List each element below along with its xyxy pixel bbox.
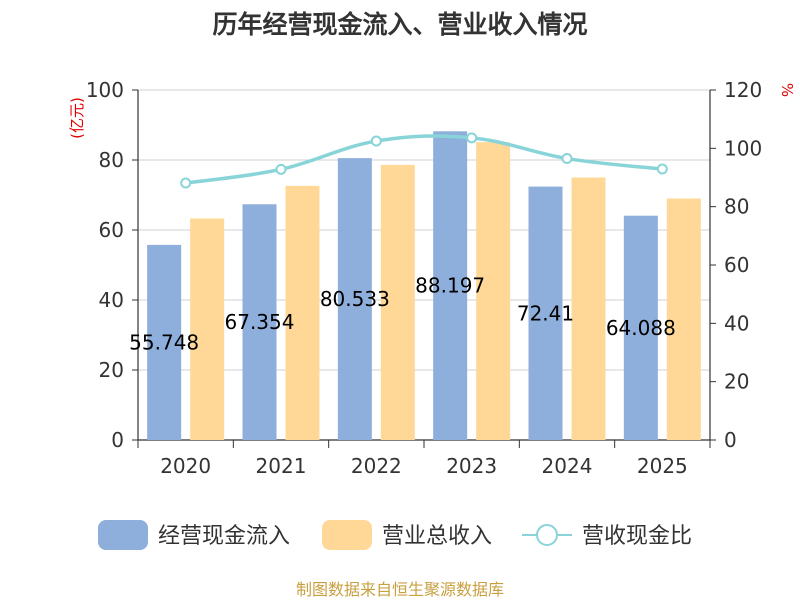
bar-series-1	[571, 177, 606, 440]
right-tick-label: 40	[724, 311, 749, 335]
bar-data-label: 55.748	[129, 330, 199, 354]
bar-series-0	[623, 215, 658, 440]
ratio-line	[180, 132, 668, 189]
ratio-line-point	[656, 163, 668, 175]
legend-swatch-0	[98, 520, 148, 550]
right-axis-unit: %	[778, 83, 796, 97]
chart-title: 历年经营现金流入、营业收入情况	[212, 10, 587, 39]
left-tick-label: 100	[86, 78, 124, 102]
x-tick-label: 2021	[256, 454, 307, 478]
left-tick-label: 0	[111, 428, 124, 452]
axes: 0 20 40 60 80 100 0 20 40 60 80 100 120 2020 2021 2022 2…	[86, 78, 762, 478]
ratio-line-point	[370, 135, 382, 147]
grid-lines	[138, 89, 710, 371]
right-tick-label: 100	[724, 136, 762, 160]
legend-label: 营收现金比	[582, 524, 692, 549]
bar-series-1	[380, 164, 415, 440]
ratio-line-point	[466, 132, 478, 144]
legend-marker-swatch	[536, 524, 558, 546]
bar-series-1	[666, 198, 701, 440]
bar-series-0	[147, 244, 182, 440]
bar-data-label: 80.533	[320, 287, 390, 311]
legend: 经营现金流入 营业总收入 营收现金比	[98, 520, 692, 550]
ratio-line-point	[275, 163, 287, 175]
bar-series-0	[337, 158, 372, 440]
ratio-line-point	[180, 177, 192, 189]
right-tick-label: 0	[724, 428, 737, 452]
legend-label: 营业总收入	[382, 524, 492, 549]
ratio-line-path	[185, 134, 663, 185]
bar-series-1	[476, 142, 511, 440]
right-tick-label: 20	[724, 370, 749, 394]
legend-swatch-1	[322, 520, 372, 550]
left-tick-label: 80	[99, 148, 124, 172]
ratio-line-point	[561, 153, 573, 165]
x-tick-label: 2025	[637, 454, 688, 478]
bar-data-label: 67.354	[225, 310, 295, 334]
bar-series-0	[528, 186, 563, 440]
legend-label: 经营现金流入	[158, 524, 290, 549]
source-note: 制图数据来自恒生聚源数据库	[296, 580, 504, 599]
bar-series-1	[285, 185, 320, 440]
left-axis-unit: (亿元)	[68, 97, 86, 139]
left-tick-label: 40	[99, 288, 124, 312]
x-tick-label: 2023	[446, 454, 497, 478]
right-tick-label: 120	[724, 78, 762, 102]
bar-data-label: 64.088	[606, 316, 676, 340]
bar-series-1	[190, 218, 225, 440]
bar-data-label: 72.41	[517, 301, 574, 325]
bar-data-label: 88.197	[415, 274, 485, 298]
x-tick-label: 2022	[351, 454, 402, 478]
bar-series-0	[433, 131, 468, 441]
bars	[147, 131, 701, 441]
right-tick-label: 80	[724, 195, 749, 219]
right-tick-label: 60	[724, 253, 749, 277]
left-tick-label: 60	[99, 218, 124, 242]
data-labels: 55.748 67.354 80.533 88.197 72.41 64.088	[129, 274, 676, 355]
x-tick-label: 2020	[160, 454, 211, 478]
x-tick-label: 2024	[542, 454, 593, 478]
left-tick-label: 20	[99, 358, 124, 382]
bar-series-0	[242, 204, 277, 440]
